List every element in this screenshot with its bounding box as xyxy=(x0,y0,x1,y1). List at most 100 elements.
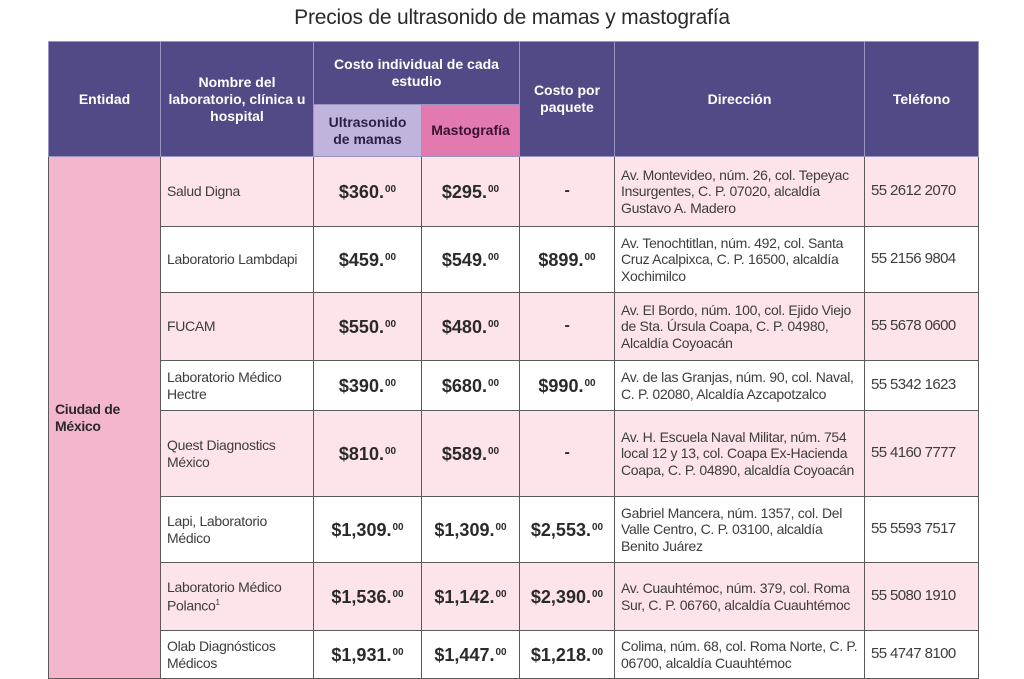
footnote-mark: 1 xyxy=(215,598,220,608)
price-cents: 00 xyxy=(584,378,596,390)
ultrasonido-price: $810.00 xyxy=(313,410,422,497)
phone: 55 5593 7517 xyxy=(864,496,979,563)
lab-name: Laboratorio Médico Hectre xyxy=(160,360,314,411)
paquete-price: $1,218.00 xyxy=(519,630,615,679)
price-cents: 00 xyxy=(487,184,500,196)
price-cents: 00 xyxy=(487,252,500,264)
price-cents: 00 xyxy=(495,589,507,601)
address: Av. El Bordo, núm. 100, col. Ejido Viejo… xyxy=(614,292,865,361)
phone: 55 5080 1910 xyxy=(864,562,979,631)
table-row: Quest Diagnostics México $810.00 $589.00- A… xyxy=(49,410,979,497)
lab-name: Lapi, Laboratorio Médico xyxy=(160,496,314,563)
price-value: $1,309. xyxy=(434,520,495,541)
price-cents: 00 xyxy=(384,446,397,458)
phone: 55 4747 8100 xyxy=(864,630,979,679)
price-value: $459. xyxy=(338,250,384,271)
lab-name: Salud Digna xyxy=(160,156,314,227)
lab-name: Olab Diagnósticos Médicos xyxy=(160,630,314,679)
price-cents: 00 xyxy=(392,647,404,659)
header-ultrasonido: Ultrasonido de mamas xyxy=(313,104,422,157)
price-cents: 00 xyxy=(591,647,604,659)
paquete-price: - xyxy=(519,156,615,227)
price-value: $1,142. xyxy=(434,587,495,608)
price-cents: 00 xyxy=(584,252,596,264)
table-row: Ciudad de México Salud Digna $360.00 $295.0… xyxy=(48,156,979,679)
price-value: $390. xyxy=(338,376,384,397)
price-value: $360. xyxy=(338,182,384,203)
price-value: $990. xyxy=(538,376,584,397)
lab-name: Quest Diagnostics México xyxy=(160,410,314,497)
price-cents: 00 xyxy=(487,378,500,390)
mastografia-price: $680.00 xyxy=(421,360,520,411)
lab-name-text: Laboratorio Médico Hectre xyxy=(167,369,282,402)
price-cents: 00 xyxy=(392,589,404,601)
price-cents: 00 xyxy=(591,522,604,534)
price-cents: 00 xyxy=(487,319,500,331)
price-cents: 00 xyxy=(392,522,404,534)
price-value: $549. xyxy=(441,250,487,271)
address: Colima, núm. 68, col. Roma Norte, C. P. … xyxy=(614,630,865,679)
header-nombre: Nombre del laboratorio, clínica u hospit… xyxy=(160,41,314,157)
prices-table: Entidad Nombre del laboratorio, clínica … xyxy=(48,41,979,679)
table-row: Laboratorio Lambdapi $459.00 $549.00 $899.0… xyxy=(49,226,979,293)
lab-name: FUCAM xyxy=(160,292,314,361)
price-value: $1,931. xyxy=(331,645,392,666)
address: Av. Montevideo, núm. 26, col. Tepeyac In… xyxy=(614,156,865,227)
price-cents: 00 xyxy=(495,522,507,534)
ultrasonido-price: $1,536.00 xyxy=(313,562,422,631)
address: Av. de las Granjas, núm. 90, col. Naval,… xyxy=(614,360,865,411)
lab-name-text: Lapi, Laboratorio Médico xyxy=(167,513,267,546)
address: Av. Cuauhtémoc, núm. 379, col. Roma Sur,… xyxy=(614,562,865,631)
ultrasonido-price: $1,309.00 xyxy=(313,496,422,563)
phone: 55 5342 1623 xyxy=(864,360,979,411)
price-value: $480. xyxy=(441,317,487,338)
lab-name-text: Quest Diagnostics México xyxy=(167,437,276,470)
lab-name-text: FUCAM xyxy=(167,318,216,335)
paquete-price: - xyxy=(519,410,615,497)
price-value: $1,536. xyxy=(331,587,392,608)
table-row: Laboratorio Médico Hectre $390.00 $680.00 $… xyxy=(49,360,979,411)
price-value: $1,309. xyxy=(331,520,392,541)
mastografia-price: $295.00 xyxy=(421,156,520,227)
price-value: $550. xyxy=(338,317,384,338)
price-cents: 00 xyxy=(495,647,507,659)
lab-name: Laboratorio Médico Polanco1 xyxy=(160,562,314,631)
mastografia-price: $589.00 xyxy=(421,410,520,497)
lab-name-text: Laboratorio Médico Polanco xyxy=(167,578,282,614)
ultrasonido-price: $390.00 xyxy=(313,360,422,411)
price-cents: 00 xyxy=(384,319,397,331)
table-row: FUCAM $550.00 $480.00- Av. El Bordo, núm. 1… xyxy=(49,292,979,361)
mastografia-price: $480.00 xyxy=(421,292,520,361)
paquete-price: $990.00 xyxy=(519,360,615,411)
price-value: $2,553. xyxy=(530,520,591,541)
ultrasonido-price: $360.00 xyxy=(313,156,422,227)
phone: 55 2612 2070 xyxy=(864,156,979,227)
ultrasonido-price: $459.00 xyxy=(313,226,422,293)
header-telefono: Teléfono xyxy=(864,41,979,157)
price-value: $2,390. xyxy=(530,587,591,608)
table-row: Lapi, Laboratorio Médico $1,309.00 $1,309.… xyxy=(49,496,979,563)
ultrasonido-price: $1,931.00 xyxy=(313,630,422,679)
lab-name: Laboratorio Lambdapi xyxy=(160,226,314,293)
mastografia-price: $1,447.00 xyxy=(421,630,520,679)
header-costo-individual: Costo individual de cada estudio xyxy=(313,41,520,105)
address: Av. Tenochtitlan, núm. 492, col. Santa C… xyxy=(614,226,865,293)
price-value: $810. xyxy=(338,444,384,465)
table-title: Precios de ultrasonido de mamas y mastog… xyxy=(294,6,730,29)
header-entidad: Entidad xyxy=(48,41,161,157)
price-cents: 00 xyxy=(384,184,397,196)
address: Av. H. Escuela Naval Militar, núm. 754 l… xyxy=(614,410,865,497)
lab-name-text: Salud Digna xyxy=(167,183,240,200)
price-value: $295. xyxy=(441,182,487,203)
lab-name-text: Olab Diagnósticos Médicos xyxy=(167,638,276,671)
paquete-price: $2,390.00 xyxy=(519,562,615,631)
mastografia-price: $549.00 xyxy=(421,226,520,293)
header-mastografia: Mastografía xyxy=(421,104,520,157)
price-cents: 00 xyxy=(591,589,604,601)
price-cents: 00 xyxy=(384,252,397,264)
mastografia-price: $1,142.00 xyxy=(421,562,520,631)
price-value: $680. xyxy=(441,376,487,397)
price-value: $589. xyxy=(441,444,487,465)
price-value: $1,218. xyxy=(530,645,591,666)
phone: 55 2156 9804 xyxy=(864,226,979,293)
